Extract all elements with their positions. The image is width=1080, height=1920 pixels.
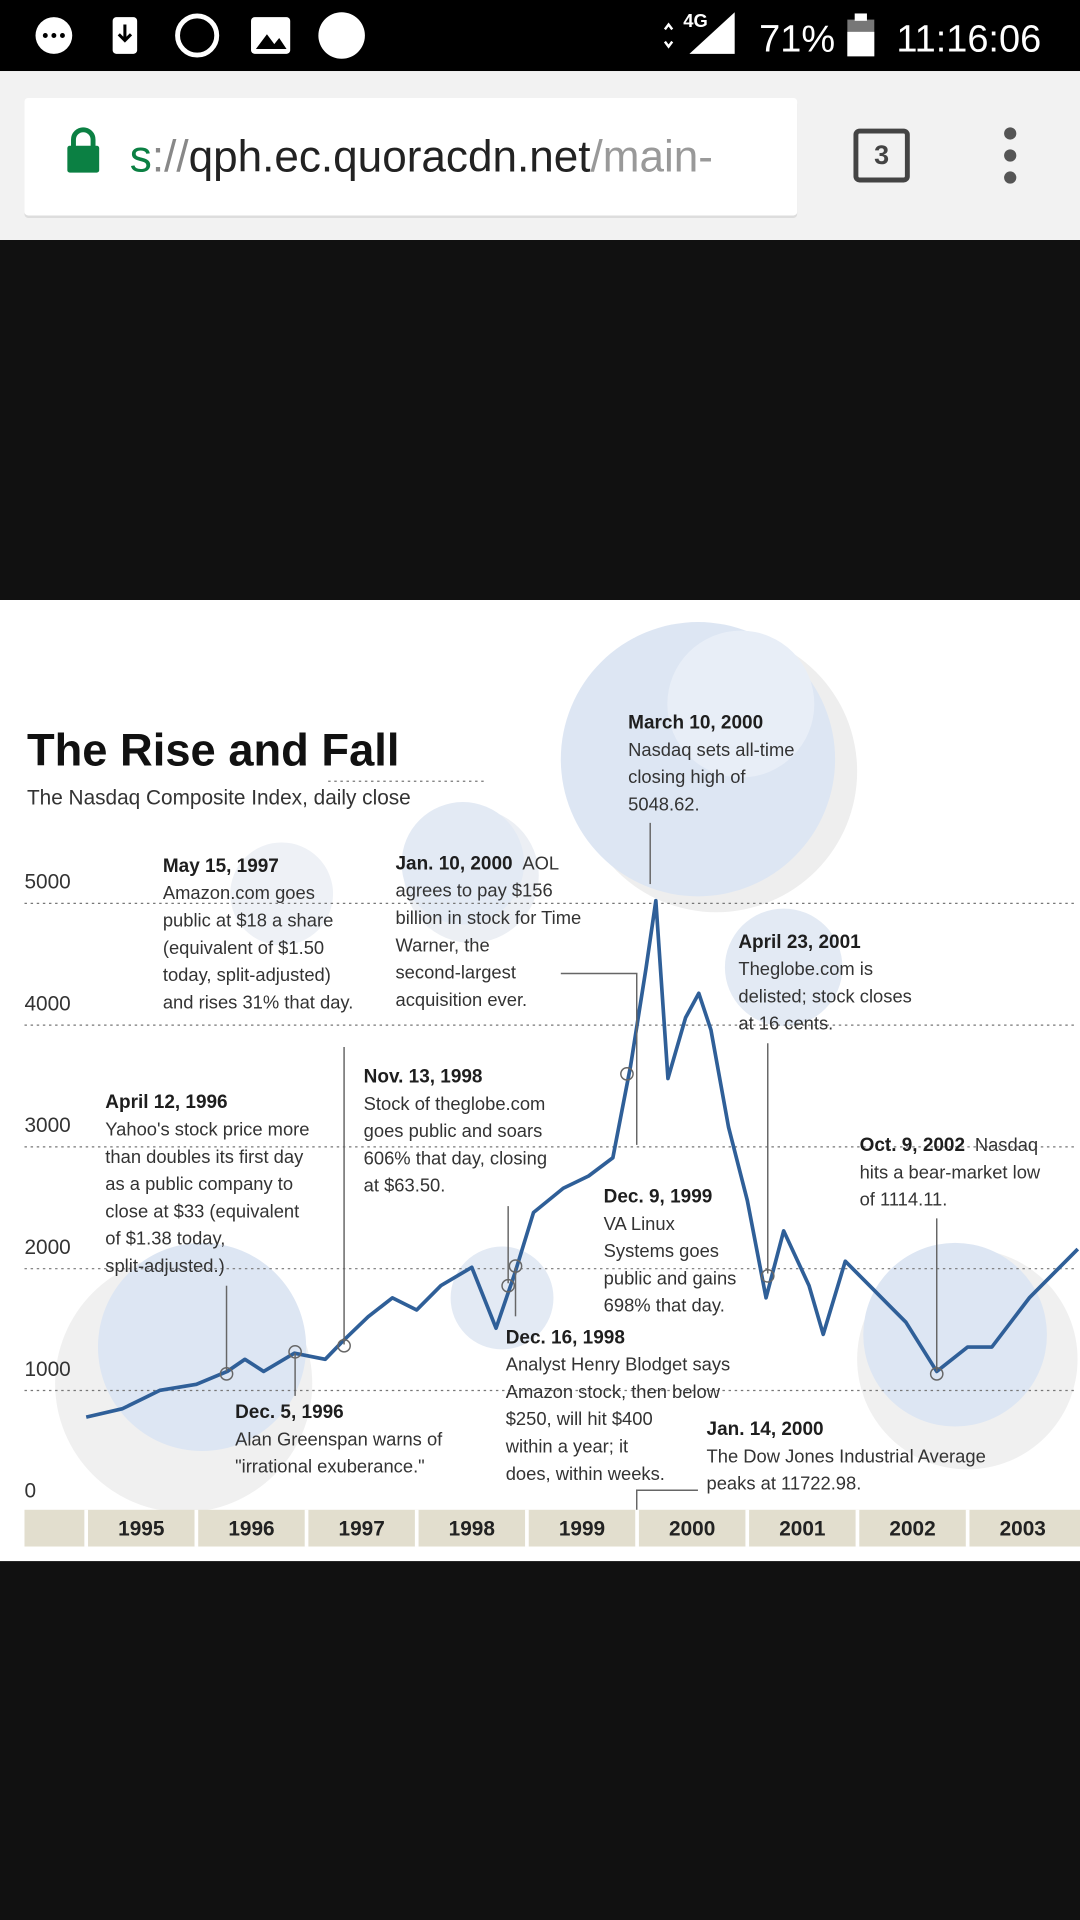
y-tick-label: 1000 (24, 1358, 70, 1381)
network-type: 4G (683, 10, 708, 31)
y-tick-label: 2000 (24, 1236, 70, 1259)
x-tick-label: 2003 (1000, 1518, 1046, 1541)
lock-icon (67, 127, 100, 173)
annotation-date: Oct. 9, 2002 (860, 1135, 965, 1156)
y-tick-label: 4000 (24, 992, 70, 1015)
y-tick-label: 3000 (24, 1114, 70, 1137)
annotation-date: March 10, 2000 (628, 713, 763, 734)
annotation-text: and rises 31% that day. (163, 991, 354, 1012)
annotation-text: Amazon stock, then below (506, 1381, 721, 1402)
x-tick-label: 2001 (779, 1518, 825, 1541)
url-field[interactable] (24, 97, 798, 216)
annotation-date: Jan. 10, 2000 (396, 853, 513, 874)
annotation-text: Yahoo's stock price more (105, 1118, 309, 1139)
plot (85, 898, 1080, 1419)
annotation-text: Analyst Henry Blodget says (506, 1354, 731, 1375)
annotation-date: May 15, 1997 (163, 856, 279, 877)
annotation-date: Dec. 5, 1996 (235, 1402, 344, 1423)
status-icons (35, 12, 875, 59)
x-tick-label: 1995 (118, 1518, 164, 1541)
annotation-date: Nov. 13, 1998 (364, 1066, 483, 1087)
annotation-text: Nasdaq sets all-time (628, 739, 794, 760)
annotation-text: Stock of theglobe.com (364, 1093, 546, 1114)
url[interactable]: s://qph.ec.quoracdn.net/main- (130, 132, 713, 181)
annotation-text: acquisition ever. (396, 989, 528, 1010)
x-tick-label: 1999 (559, 1518, 605, 1541)
url-path: /main- (591, 132, 713, 181)
annotation-text: agrees to pay $156 (396, 880, 553, 901)
x-tick-label: 1998 (449, 1518, 495, 1541)
annotation-text: hits a bear-market low (860, 1161, 1041, 1182)
annotation-text: at 16 cents. (738, 1013, 833, 1034)
annotation-text: Theglobe.com is (738, 958, 873, 979)
x-tick-label: 2002 (889, 1518, 935, 1541)
url-host: qph.ec.quoracdn.net (189, 132, 591, 181)
annotation-text: than doubles its first day (105, 1146, 304, 1167)
annotation-text: "irrational exuberance." (235, 1456, 425, 1477)
y-tick-label: 0 (24, 1480, 36, 1503)
annotation-text: VA Linux (604, 1213, 675, 1234)
annotation-text: close at $33 (equivalent (105, 1200, 299, 1221)
annotation-text: second-largest (396, 962, 516, 983)
annotation-text: 698% that day. (604, 1295, 725, 1316)
annotation-text: $250, will hit $400 (506, 1408, 653, 1429)
annotation-text: 606% that day, closing (364, 1147, 547, 1168)
battery-level: 71% (759, 18, 835, 60)
annotation-date: April 12, 1996 (105, 1092, 227, 1113)
clock: 11:16:06 (896, 18, 1041, 60)
leader-lines (219, 822, 944, 1510)
tab-switcher[interactable] (853, 128, 910, 183)
annotation-text: peaks at 11722.98. (707, 1473, 862, 1494)
annotation-text: AOL (522, 852, 559, 873)
annotation-text: The Dow Jones Industrial Average (707, 1445, 986, 1466)
annotation-date: Jan. 14, 2000 (707, 1419, 824, 1440)
annotation-text: (equivalent of $1.50 (163, 937, 324, 958)
annotation-text: as a public company to (105, 1173, 293, 1194)
annotation-date: Dec. 9, 1999 (604, 1186, 713, 1207)
tab-count: 3 (874, 140, 889, 170)
annotation-text: does, within weeks. (506, 1463, 665, 1484)
x-tick-label: 2000 (669, 1518, 715, 1541)
annotation-text: public and gains (604, 1267, 737, 1288)
bubbles (55, 622, 1078, 1513)
annotation-text: of 1114.11. (860, 1189, 948, 1210)
annotation-text: within a year; it (505, 1435, 628, 1456)
y-tick-label: 5000 (24, 871, 70, 894)
annotation-text: at $63.50. (364, 1175, 446, 1196)
annotation-text: public at $18 a share (163, 909, 333, 930)
url-scheme: s (130, 132, 152, 181)
annotation-date: April 23, 2001 (738, 932, 861, 953)
menu-button[interactable] (1004, 127, 1017, 184)
annotation-text: goes public and soars (364, 1120, 543, 1141)
annotation-text: today, split-adjusted) (163, 964, 331, 985)
annotation-text: closing high of (628, 766, 746, 787)
x-tick-label: 1997 (339, 1518, 385, 1541)
x-tick-label: 1996 (228, 1518, 274, 1541)
annotation-text: Alan Greenspan warns of (235, 1428, 443, 1449)
page-background (0, 240, 1080, 600)
annotation-text: delisted; stock closes (738, 985, 911, 1006)
annotation-text: Amazon.com goes (163, 882, 315, 903)
url-separator: :// (152, 132, 189, 181)
annotation-text: 5048.62. (628, 793, 699, 814)
annotation-date: Dec. 16, 1998 (506, 1327, 625, 1348)
annotation-text: Warner, the (396, 934, 490, 955)
annotation-text: Nasdaq (975, 1134, 1038, 1155)
annotation-text: of $1.38 today, (105, 1228, 225, 1249)
annotation-text: Systems goes (604, 1240, 719, 1261)
index-line (85, 898, 1080, 1419)
annotation-text: billion in stock for Time (396, 907, 582, 928)
annotation-text: split-adjusted.) (105, 1255, 224, 1276)
chart-title: The Rise and Fall (27, 724, 400, 775)
chart-subtitle: The Nasdaq Composite Index, daily close (27, 786, 411, 809)
page-background (0, 1561, 1080, 1920)
x-axis-band (24, 1509, 1080, 1547)
